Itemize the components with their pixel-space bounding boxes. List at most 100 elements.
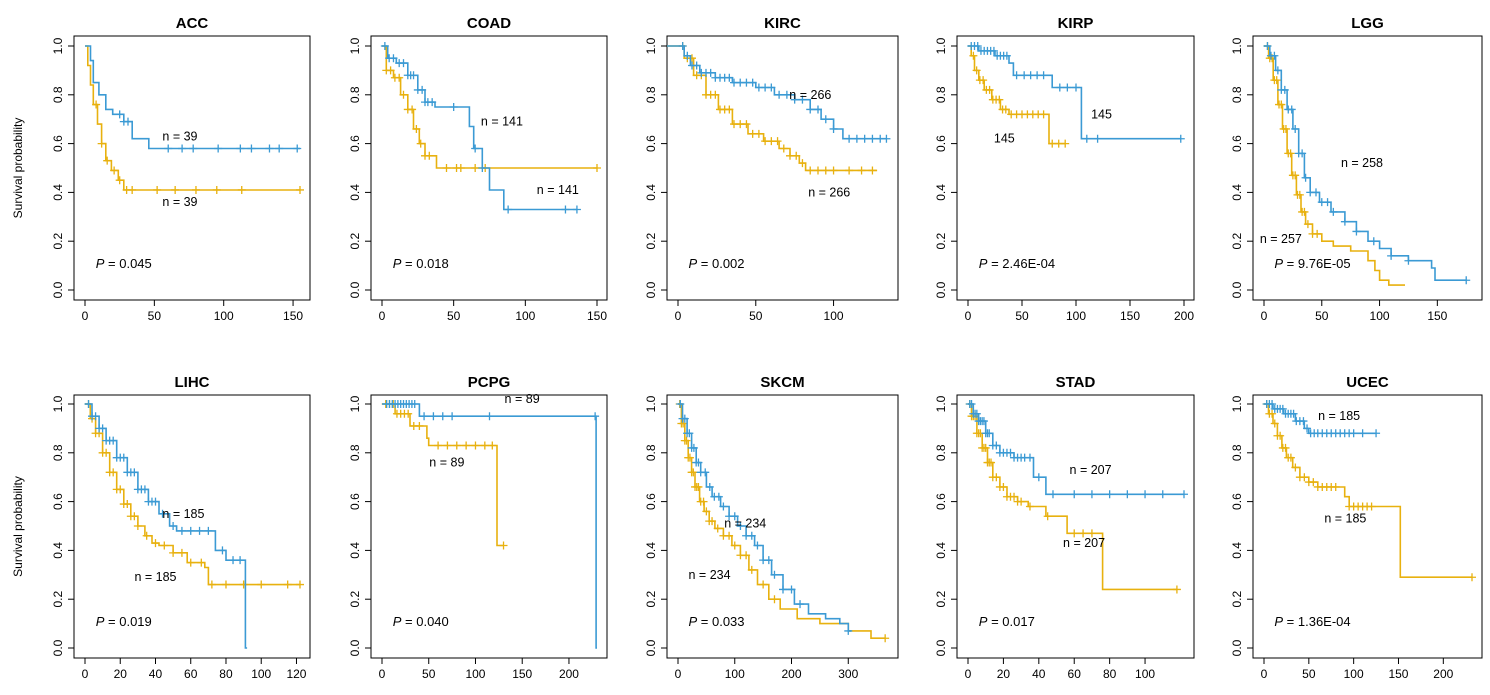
p-value-label: P = 1.36E-04: [1274, 614, 1350, 629]
censor-mark: [1263, 42, 1272, 50]
y-tick-label: 0.8: [644, 444, 658, 461]
censor-mark: [97, 139, 106, 148]
censor-mark: [714, 492, 723, 501]
censor-mark: [420, 412, 429, 421]
censor-mark: [229, 556, 238, 565]
y-tick-label: 0.0: [51, 281, 65, 298]
censor-mark: [1303, 424, 1312, 433]
censor-mark: [572, 205, 581, 214]
censor-mark: [296, 185, 304, 194]
p-value-label: P = 0.033: [689, 614, 745, 629]
censor-mark: [504, 205, 513, 214]
censor-mark: [882, 134, 891, 143]
censor-mark: [1180, 490, 1188, 499]
censor-mark: [1123, 490, 1132, 499]
x-tick-label: 0: [82, 309, 89, 323]
panel-title: KIRC: [764, 15, 801, 32]
censor-mark: [706, 68, 715, 77]
censor-mark: [471, 164, 480, 172]
sample-size-label: 145: [1091, 107, 1112, 121]
x-tick-label: 100: [1370, 309, 1390, 323]
censor-mark: [685, 453, 694, 462]
censor-mark: [969, 51, 978, 60]
censor-mark: [683, 51, 692, 60]
censor-mark: [410, 400, 419, 408]
censor-mark: [409, 71, 418, 80]
censor-mark: [452, 441, 461, 450]
censor-mark: [1012, 71, 1021, 80]
x-tick-label: 100: [725, 667, 745, 681]
censor-mark: [1278, 404, 1287, 413]
censor-mark: [680, 414, 689, 423]
censor-mark: [404, 409, 413, 418]
y-tick-label: 0.2: [934, 591, 948, 608]
censor-mark: [186, 526, 195, 535]
censor-mark: [84, 400, 93, 408]
censor-mark: [719, 502, 728, 511]
plot-frame: [370, 394, 608, 659]
y-tick-label: 0.8: [934, 86, 948, 103]
censor-mark: [462, 441, 471, 450]
censor-mark: [790, 95, 799, 104]
panel-title: LGG: [1351, 15, 1384, 32]
x-tick-label: 0: [82, 667, 89, 681]
censor-mark: [857, 166, 866, 175]
y-tick-label: 0.0: [1230, 639, 1244, 656]
x-tick-label: 100: [1135, 667, 1155, 681]
censor-mark: [236, 144, 245, 153]
censor-mark: [399, 90, 408, 99]
y-tick-label: 0.4: [348, 542, 362, 559]
censor-mark: [1281, 124, 1290, 133]
y-tick-label: 1.0: [934, 37, 948, 54]
censor-mark: [701, 468, 710, 477]
sample-size-label: n = 234: [724, 517, 766, 531]
y-tick-label: 0.4: [644, 184, 658, 201]
censor-mark: [151, 497, 160, 506]
censor-mark: [1141, 490, 1150, 499]
censor-mark: [124, 117, 132, 126]
censor-mark: [1025, 453, 1034, 462]
censor-mark: [821, 115, 830, 124]
censor-mark: [204, 526, 213, 535]
censor-mark: [725, 105, 734, 114]
censor-mark: [478, 164, 487, 172]
y-tick-label: 0.8: [1230, 86, 1244, 103]
censor-mark: [1299, 417, 1308, 426]
censor-mark: [767, 83, 776, 92]
censor-mark: [1043, 512, 1052, 521]
y-tick-label: 0.8: [348, 444, 362, 461]
y-tick-label: 0.4: [51, 542, 65, 559]
p-value-label: P = 2.46E-04: [979, 256, 1055, 271]
censor-mark: [189, 144, 198, 153]
censor-mark: [386, 66, 395, 75]
y-tick-label: 0.8: [934, 444, 948, 461]
censor-mark: [1063, 83, 1072, 92]
censor-mark: [881, 634, 890, 643]
y-tick-label: 0.0: [934, 639, 948, 656]
y-tick-label: 1.0: [934, 395, 948, 412]
censor-mark: [115, 110, 124, 119]
censor-mark: [995, 95, 1004, 104]
censor-mark: [753, 541, 762, 550]
censor-mark: [868, 166, 877, 175]
censor-mark: [829, 124, 838, 133]
y-tick-label: 0.6: [934, 493, 948, 510]
censor-mark: [1300, 207, 1309, 216]
censor-mark: [429, 412, 438, 421]
y-tick-label: 0.2: [51, 233, 65, 250]
censor-mark: [1105, 490, 1114, 499]
censor-mark: [591, 412, 600, 421]
panel-title: SKCM: [760, 374, 804, 391]
censor-mark: [798, 95, 807, 104]
y-tick-label: 0.2: [348, 591, 362, 608]
censor-mark: [169, 548, 178, 557]
censor-mark: [1291, 124, 1300, 133]
plot-frame: [1252, 394, 1483, 659]
censor-mark: [237, 185, 246, 194]
censor-mark: [852, 134, 861, 143]
censor-mark: [1087, 529, 1096, 538]
plot-frame: [73, 394, 311, 659]
censor-mark: [1055, 83, 1064, 92]
censor-mark: [130, 468, 139, 477]
y-tick-label: 1.0: [644, 37, 658, 54]
